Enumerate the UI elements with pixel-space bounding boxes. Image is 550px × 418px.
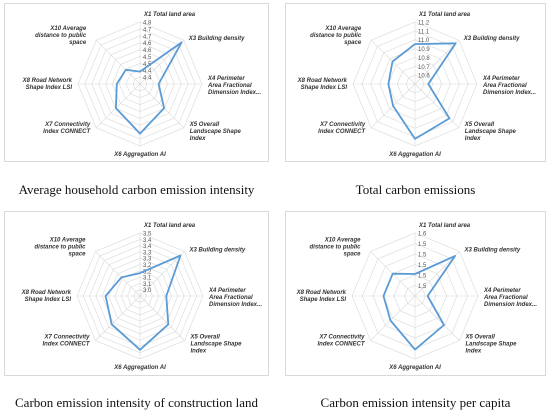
radar-tick-label: 4.5 <box>143 62 152 68</box>
radar-spoke <box>139 251 185 297</box>
radar-axis-label: X6 Aggregation AI <box>388 152 441 158</box>
radar-axis-label: X1 Total land area <box>143 223 196 229</box>
radar-axis-label: X6 Aggregation AI <box>113 365 166 371</box>
radar-axis-label: X10 Average distance to public space <box>34 238 86 258</box>
radar-tick-label: 3.1 <box>143 276 152 282</box>
radar-series-line <box>115 41 183 135</box>
caption-construction-land: Carbon emission intensity of constructio… <box>15 395 258 410</box>
radar-tick-label: 3.2 <box>143 269 152 275</box>
radar-tick-label: 3.4 <box>143 238 152 244</box>
radar-tick-label: 4.6 <box>143 41 152 47</box>
radar-spoke <box>139 39 185 85</box>
radar-chart-average-household: 4.84.74.74.64.64.54.54.44.4X1 Total land… <box>22 12 262 158</box>
radar-spoke <box>95 39 141 85</box>
radar-axis-label: X8 Road Network Shape Index LSI <box>21 290 72 303</box>
caption-total-carbon: Total carbon emissions <box>355 182 476 197</box>
radar-axis-label: X4 Perimeter Area Fractional Dimension Ind… <box>208 288 262 308</box>
radar-tick-label: 3.3 <box>143 250 152 256</box>
radar-spoke <box>95 251 141 297</box>
radar-tick-label: 4.6 <box>143 48 152 54</box>
radar-axis-label: X7 Connectivity Index CONNECT <box>43 122 91 135</box>
radar-tick-label: 10.8 <box>418 56 430 62</box>
radar-panel-4: 1.6 1.5 1.5 1.5 1.5 1.5 X1 Total land area X3 B… <box>285 211 546 376</box>
radar-axis-label: X4 Perimeter Area Fractional Dimension Ind… <box>483 288 537 308</box>
radar-tick-label: 1.5 <box>418 284 427 290</box>
radar-tick-label: 4.7 <box>143 27 152 33</box>
radar-grid <box>352 21 478 147</box>
radar-tick-label: 4.4 <box>143 69 152 75</box>
radar-grid <box>76 232 204 360</box>
radar-grid <box>351 232 479 360</box>
radar-axis-label: X3 Building density <box>464 248 521 254</box>
radar-tick-label: 10.7 <box>418 65 430 71</box>
radar-axis-label: X8 Road Network Shape Index LSI <box>296 290 347 303</box>
radar-axis-label: X10 Average distance to public space <box>310 26 362 46</box>
radar-axis-label: X3 Building density <box>188 36 245 42</box>
radar-spoke <box>139 295 185 341</box>
radar-tick-label: 1.5 <box>418 242 427 248</box>
radar-tick-label: 11.2 <box>418 21 430 27</box>
radar-tick-label: 3.1 <box>143 282 152 288</box>
radar-panel-1: 4.8 4.7 4.7 4.6 4.6 4.5 4.5 4.4 4.4 X1 Total land… <box>4 3 269 162</box>
radar-panel-3: 3.5 3.4 3.4 3.3 3.3 3.2 3.2 3.1 3.1 3.0 X1 Total l… <box>4 211 269 376</box>
radar-tick-label: 1.6 <box>418 232 427 238</box>
radar-axis-label: X5 Overall Landscape Shape Index <box>190 335 243 355</box>
radar-tick-label: 11.0 <box>418 38 430 44</box>
radar-axis-label: X8 Road Network Shape Index LSI <box>297 78 348 91</box>
radar-panel-2: 11.2 11.1 11.0 10.9 10.8 10.7 10.6 X1 Total lan… <box>285 3 546 162</box>
radar-spoke <box>95 295 141 341</box>
radar-tick-label: 3.3 <box>143 257 152 263</box>
radar-grid <box>77 21 203 147</box>
radar-axis-label: X10 Average distance to public space <box>309 238 361 258</box>
radar-series-line <box>382 255 457 351</box>
radar-spoke <box>414 39 460 85</box>
radar-axis-label: X6 Aggregation AI <box>388 365 441 371</box>
radar-tick-label: 1.5 <box>418 263 427 269</box>
radar-spoke <box>370 295 416 341</box>
radar-spoke <box>139 83 185 129</box>
radar-series-line <box>104 254 182 351</box>
radar-axis-label: X5 Overall Landscape Shape Index <box>464 122 517 142</box>
radar-tick-label: 1.5 <box>418 253 427 259</box>
radar-tick-label: 11.1 <box>418 29 430 35</box>
radar-axis-label: X4 Perimeter Area Fractional Dimension Ind… <box>207 76 261 96</box>
radar-tick-label: 3.0 <box>143 288 152 294</box>
radar-chart-per-capita: 1.6 1.5 1.5 1.5 1.5 1.5 X1 Total land area X3 B… <box>296 223 538 371</box>
radar-axis-label: X7 Connectivity Index CONNECT <box>42 335 90 348</box>
radar-axis-label: X1 Total land area <box>143 12 196 18</box>
radar-axis-label: X7 Connectivity Index CONNECT <box>317 335 365 348</box>
caption-per-capita: Carbon emission intensity per capita <box>320 395 511 410</box>
radar-axis-label: X6 Aggregation AI <box>113 152 166 158</box>
radar-tick-label: 1.5 <box>418 274 427 280</box>
radar-tick-label: 4.4 <box>143 76 152 82</box>
radar-tick-label: 3.4 <box>143 244 152 250</box>
radar-tick-label: 4.7 <box>143 34 152 40</box>
radar-tick-label: 4.5 <box>143 55 152 61</box>
radar-axis-label: X3 Building density <box>463 36 520 42</box>
radar-tick-label: 3.2 <box>143 263 152 269</box>
caption-average-household: Average household carbon emission intens… <box>18 182 255 197</box>
radar-axis-label: X5 Overall Landscape Shape Index <box>465 335 518 355</box>
radar-chart-construction-land: 3.53.43.43.33.33.23.23.13.13.0X1 Total l… <box>21 223 263 371</box>
radar-axis-label: X5 Overall Landscape Shape Index <box>189 122 242 142</box>
radar-tick-label: 10.6 <box>418 74 430 80</box>
radar-axis-label: X1 Total land area <box>418 223 471 229</box>
radar-axis-label: X4 Perimeter Area Fractional Dimension Ind… <box>482 76 536 96</box>
radar-axis-label: X8 Road Network Shape Index LSI <box>22 78 73 91</box>
radar-chart-total-carbon: 11.2 11.1 11.0 10.9 10.8 10.7 10.6 X1 Total lan… <box>297 12 537 158</box>
radar-axis-label: X7 Connectivity Index CONNECT <box>318 122 366 135</box>
radar-spoke <box>414 83 460 129</box>
radar-tick-label: 4.8 <box>143 21 152 27</box>
radar-spoke <box>414 295 460 341</box>
radar-tick-label: 3.5 <box>143 232 152 238</box>
radar-tick-label: 10.9 <box>418 47 430 53</box>
radar-axis-label: X3 Building density <box>189 248 246 254</box>
radar-axis-label: X10 Average distance to public space <box>35 26 87 46</box>
radar-spoke <box>95 83 141 129</box>
radar-series-line <box>387 42 457 140</box>
radar-axis-label: X1 Total land area <box>418 12 471 18</box>
